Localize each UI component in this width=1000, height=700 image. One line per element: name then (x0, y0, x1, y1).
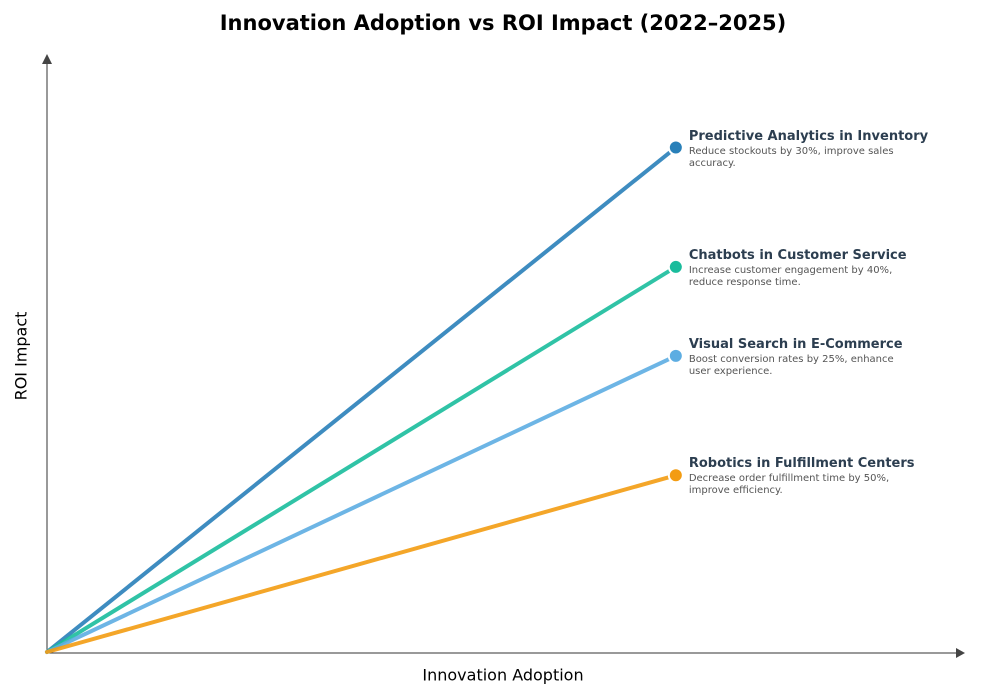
series-annotation: Visual Search in E-Commerce Boost convers… (689, 337, 949, 378)
chart-title: Innovation Adoption vs ROI Impact (2022–… (220, 11, 787, 35)
series-line (45, 264, 678, 654)
end-marker (667, 258, 684, 275)
annotation-text: Reduce stockouts by 30%, improve sales a… (688, 145, 894, 169)
series-annotation: Robotics in Fulfillment Centers Decrease … (689, 456, 949, 497)
y-axis-label: ROI Impact (12, 312, 31, 401)
legend-label: Chatbots in Customer Service (688, 247, 907, 263)
x-axis-arrow (956, 648, 965, 658)
legend-label: Visual Search in E-Commerce (688, 336, 903, 352)
end-marker (667, 139, 684, 156)
legend-label: Predictive Analytics in Inventory (688, 128, 929, 144)
series-line (45, 473, 678, 654)
annotation-text: Decrease order fulfillment time by 50%, … (688, 473, 890, 497)
y-axis-arrow (42, 54, 52, 64)
annotation-text: Increase customer engagement by 40%, red… (688, 264, 893, 288)
annotation-text: Boost conversion rates by 25%, enhance u… (688, 353, 894, 377)
series-line (45, 145, 678, 654)
series-annotation: Predictive Analytics in Inventory Reduce … (689, 129, 949, 170)
series-annotation: Chatbots in Customer Service Increase cus… (689, 248, 949, 289)
series-line (45, 353, 678, 654)
x-axis-label: Innovation Adoption (422, 666, 583, 685)
end-marker (667, 467, 684, 484)
legend-label: Robotics in Fulfillment Centers (688, 456, 915, 472)
end-marker (667, 347, 684, 364)
